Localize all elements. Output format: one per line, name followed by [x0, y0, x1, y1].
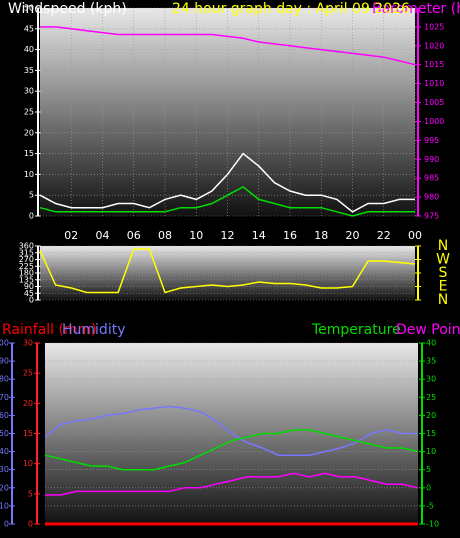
y-tick-label: W: [436, 252, 450, 268]
y-tick-label: 40: [0, 447, 9, 456]
x-tick-label: 00: [408, 229, 422, 242]
y-tick-label: 30: [0, 465, 9, 474]
x-tick-label: 20: [346, 229, 360, 242]
y-tick-label: 40: [24, 45, 34, 54]
y-tick-label: 0: [28, 520, 33, 529]
y-tick-label: 80: [0, 375, 9, 384]
y-tick-label: 1015: [424, 60, 444, 69]
series-name: Windspeed (kph): [8, 1, 127, 17]
y-tick-label: 50: [24, 4, 34, 13]
y-tick-label: 1020: [424, 41, 444, 50]
y-tick-label: S: [439, 265, 448, 281]
y-tick-label: 5: [426, 465, 431, 474]
series-name: Rainfall (mm): [2, 322, 97, 338]
y-tick-label: 990: [424, 155, 439, 164]
y-tick-label: N: [438, 292, 448, 308]
y-tick-label: 315: [19, 248, 34, 257]
x-tick-label: 22: [377, 229, 391, 242]
y-tick-label: 10: [24, 170, 34, 179]
x-tick-label: 18: [314, 229, 328, 242]
y-tick-label: 5: [28, 489, 33, 498]
y-tick-label: 20: [24, 128, 34, 137]
series-line: [45, 472, 419, 496]
y-tick-label: 135: [19, 275, 34, 284]
y-tick-label: 0: [29, 296, 34, 305]
y-tick-label: 25: [426, 393, 436, 402]
series-line: [39, 152, 415, 213]
y-tick-label: -5: [426, 501, 434, 510]
y-tick-label: 20: [23, 399, 33, 408]
y-tick-label: 1000: [424, 117, 444, 126]
y-tick-label: 20: [0, 483, 9, 492]
y-tick-label: 225: [19, 262, 34, 271]
x-tick-label: 16: [283, 229, 297, 242]
y-tick-label: 10: [426, 447, 436, 456]
x-tick-label: 12: [221, 229, 235, 242]
x-tick-label: 02: [64, 229, 78, 242]
x-tick-label: 10: [189, 229, 203, 242]
y-tick-label: 35: [426, 357, 436, 366]
series-name: Dew Point: [396, 322, 460, 338]
x-tick-label: 14: [252, 229, 266, 242]
y-tick-label: 35: [24, 66, 34, 75]
y-tick-label: 180: [19, 269, 34, 278]
y-tick-label: 985: [424, 174, 439, 183]
y-tick-label: 60: [0, 411, 9, 420]
y-tick-label: 45: [24, 24, 34, 33]
y-tick-label: 995: [424, 136, 439, 145]
series-name: Barometer (hPa): [372, 1, 460, 17]
y-tick-label: 5: [29, 191, 34, 200]
y-tick-label: 360: [19, 242, 34, 251]
y-tick-label: 30: [23, 339, 33, 348]
y-tick-label: 270: [19, 255, 34, 264]
y-tick-label: 100: [0, 339, 9, 348]
series-line: [39, 248, 416, 294]
y-tick-label: 10: [0, 501, 9, 510]
y-tick-label: 25: [24, 108, 34, 117]
x-tick-label: 08: [158, 229, 172, 242]
y-tick-label: 40: [426, 339, 436, 348]
series-line: [44, 429, 419, 471]
y-tick-label: 1025: [424, 22, 444, 31]
y-tick-label: 15: [23, 429, 33, 438]
y-tick-label: 90: [24, 282, 34, 291]
y-tick-label: 1010: [424, 79, 444, 88]
y-tick-label: N: [438, 238, 448, 254]
x-tick-label: 04: [96, 229, 110, 242]
y-tick-label: 0: [426, 483, 431, 492]
y-tick-label: 70: [0, 393, 9, 402]
y-tick-label: 20: [426, 411, 436, 420]
y-tick-label: 0: [29, 212, 34, 221]
y-tick-label: 30: [24, 87, 34, 96]
chart-title: 24 hour graph day : April 09 2026: [172, 1, 410, 17]
y-tick-label: 975: [424, 212, 439, 221]
y-tick-label: -10: [426, 520, 439, 529]
y-tick-label: 15: [24, 149, 34, 158]
y-tick-label: 980: [424, 193, 439, 202]
y-tick-label: E: [439, 279, 448, 295]
y-tick-label: 45: [24, 289, 34, 298]
y-tick-label: 0: [4, 520, 9, 529]
y-tick-label: 90: [0, 357, 9, 366]
series-line: [44, 405, 418, 456]
y-tick-label: 15: [426, 429, 436, 438]
y-tick-label: 1005: [424, 98, 444, 107]
series-line: [39, 186, 415, 217]
x-tick-label: 06: [127, 229, 141, 242]
y-tick-label: 50: [0, 429, 9, 438]
series-line: [40, 26, 416, 66]
series-name: Temperature: [311, 322, 401, 338]
y-tick-label: 30: [426, 375, 436, 384]
series-name: Humidity: [62, 322, 125, 338]
y-tick-label: 10: [23, 459, 33, 468]
y-tick-label: 25: [23, 369, 33, 378]
